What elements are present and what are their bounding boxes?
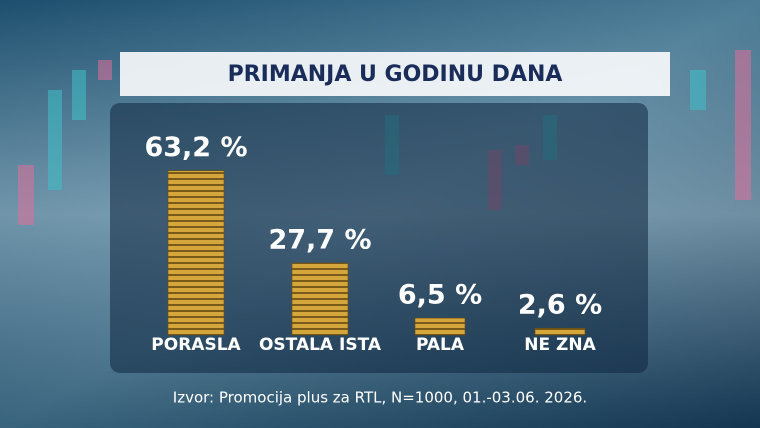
bar (291, 262, 349, 336)
value-label: 2,6 % (518, 290, 602, 321)
chart-title: PRIMANJA U GODINU DANA (228, 62, 563, 87)
source-note: Izvor: Promocija plus za RTL, N=1000, 01… (173, 389, 587, 407)
value-label: 63,2 % (144, 132, 247, 163)
x-tick-label: OSTALA ISTA (259, 335, 382, 355)
x-tick-label: NE ZNA (524, 335, 596, 355)
bar (534, 327, 586, 336)
value-label: 6,5 % (398, 280, 482, 311)
panel (110, 103, 648, 373)
value-label: 27,7 % (268, 224, 371, 255)
bar (167, 170, 225, 336)
bar (414, 317, 466, 336)
x-tick-label: PORASLA (151, 335, 241, 355)
x-tick-label: PALA (416, 335, 465, 355)
title-bar (120, 52, 670, 96)
